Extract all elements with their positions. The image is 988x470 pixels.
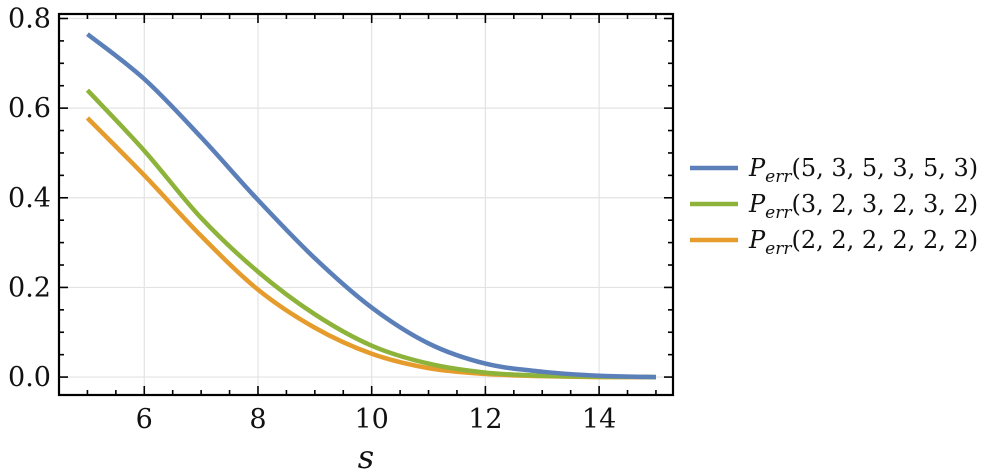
- x-tick-label: 12: [468, 404, 502, 435]
- series-group: [85, 32, 656, 380]
- legend: Perr(5, 3, 5, 3, 5, 3)Perr(3, 2, 3, 2, 3…: [690, 154, 978, 259]
- legend-item-3: Perr(2, 2, 2, 2, 2, 2): [690, 226, 978, 259]
- legend-label: Perr(5, 3, 5, 3, 5, 3): [748, 154, 978, 187]
- legend-item-2: Perr(3, 2, 3, 2, 3, 2): [690, 190, 978, 223]
- y-tick-label: 0.0: [8, 362, 51, 393]
- legend-label: Perr(2, 2, 2, 2, 2, 2): [748, 226, 978, 259]
- legend-symbol: P: [748, 226, 766, 254]
- legend-symbol: P: [748, 154, 766, 182]
- series-line-2: [85, 88, 656, 380]
- x-axis-label: s: [358, 438, 374, 470]
- series-line-1: [86, 32, 656, 380]
- x-tick-label: 8: [249, 404, 266, 435]
- legend-subscript: err: [765, 239, 792, 259]
- axis-ticks: [59, 14, 673, 395]
- x-tick-label: 6: [136, 404, 153, 435]
- y-tick-label: 0.2: [8, 272, 51, 303]
- legend-symbol: P: [748, 190, 766, 218]
- x-tick-label: 14: [582, 404, 616, 435]
- legend-label: Perr(3, 2, 3, 2, 3, 2): [748, 190, 978, 223]
- y-tick-label: 0.8: [8, 3, 51, 34]
- x-tick-label: 10: [355, 404, 389, 435]
- y-tick-label: 0.6: [8, 93, 51, 124]
- grid: [59, 14, 673, 395]
- legend-args: (5, 3, 5, 3, 5, 3): [791, 154, 978, 182]
- plot-frame: [57, 12, 675, 397]
- legend-args: (2, 2, 2, 2, 2, 2): [791, 226, 978, 254]
- legend-subscript: err: [765, 203, 792, 223]
- x-tick-labels: 6 8 10 12 14: [136, 404, 617, 435]
- legend-item-1: Perr(5, 3, 5, 3, 5, 3): [690, 154, 978, 187]
- legend-args: (3, 2, 3, 2, 3, 2): [791, 190, 978, 218]
- y-tick-labels: 0.0 0.2 0.4 0.6 0.8: [8, 3, 51, 393]
- y-tick-label: 0.4: [8, 183, 51, 214]
- legend-subscript: err: [765, 167, 792, 187]
